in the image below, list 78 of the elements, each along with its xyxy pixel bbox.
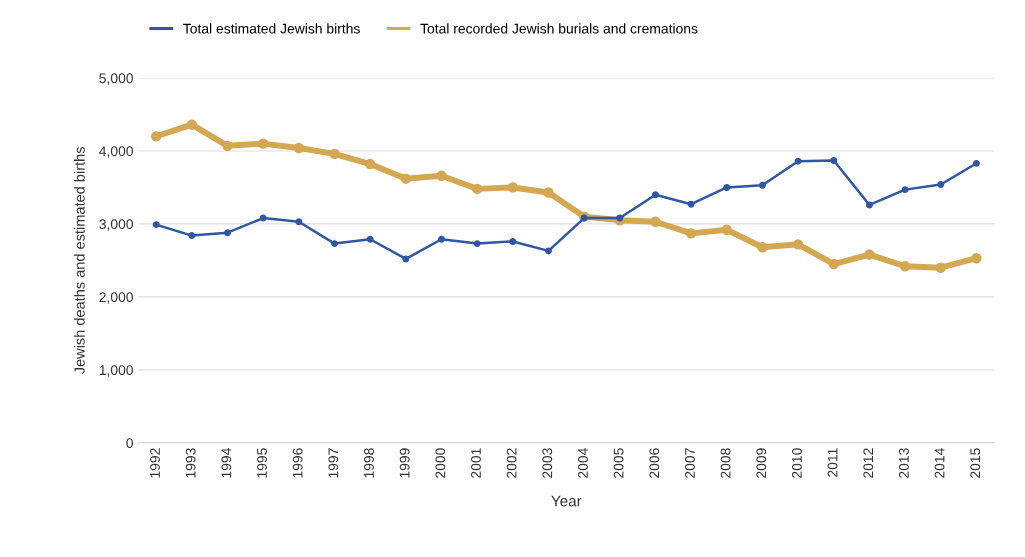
point (721, 224, 732, 235)
x-tick-label: 2010 (792, 448, 802, 478)
point (616, 214, 624, 222)
point (651, 191, 659, 199)
y-tick-label: 2,000 (99, 292, 133, 304)
point (295, 218, 303, 226)
point (685, 228, 697, 239)
point (758, 181, 766, 189)
x-tick-label: 2005 (613, 448, 624, 478)
x-tick-label: 1993 (185, 448, 196, 478)
x-tick-label: 1996 (292, 448, 303, 478)
point (543, 187, 554, 198)
point (972, 159, 980, 167)
x-tick-label: 1999 (399, 448, 410, 478)
y-tick-label: 1,000 (99, 365, 133, 377)
point (935, 262, 946, 273)
point (507, 182, 519, 193)
x-tick-label: 1995 (257, 448, 267, 478)
x-tick-label: 1997 (328, 448, 339, 478)
point (723, 183, 731, 191)
x-tick-label: 2014 (934, 448, 945, 478)
point (293, 142, 305, 154)
point (687, 200, 695, 208)
x-tick-label: 2008 (720, 448, 731, 478)
point (545, 247, 552, 255)
point (224, 229, 232, 237)
point (438, 235, 445, 243)
x-tick-label: 2003 (542, 448, 553, 478)
y-tick-label: 0 (126, 438, 133, 448)
point (971, 252, 982, 264)
x-tick-label: 2006 (649, 448, 660, 478)
point (436, 170, 447, 181)
point (471, 183, 483, 195)
point (402, 255, 410, 263)
x-tick-label: 2013 (898, 448, 909, 478)
x-tick-label: 2004 (578, 448, 588, 478)
point (329, 148, 340, 160)
point (937, 181, 945, 188)
point (828, 258, 839, 270)
x-tick-label: 2001 (471, 448, 481, 478)
legend-label: Total recorded Jewish burials and cremations (420, 23, 698, 34)
x-tick-label: 2011 (827, 448, 838, 477)
point (830, 156, 838, 164)
x-tick-label: 2009 (756, 448, 767, 478)
point (864, 249, 875, 260)
y-tick-label: 5,000 (99, 73, 133, 85)
x-tick-label: 2012 (863, 448, 874, 478)
x-tick-label: 2015 (970, 448, 981, 478)
point (400, 173, 412, 184)
x-tick-label: 2007 (685, 448, 695, 478)
y-axis-title: Jewish deaths and estimated births (74, 147, 85, 375)
x-tick-label: 1994 (221, 448, 232, 478)
legend-label: Total estimated Jewish births (183, 23, 360, 34)
point (473, 240, 481, 248)
x-tick-label: 2000 (435, 448, 446, 478)
point (364, 158, 376, 170)
point (794, 157, 802, 165)
point (899, 261, 911, 272)
y-tick-label: 3,000 (99, 219, 133, 231)
point (901, 186, 909, 194)
x-tick-label: 2002 (506, 448, 517, 478)
point (650, 216, 661, 227)
point (150, 131, 162, 142)
point (509, 237, 517, 245)
point (222, 140, 233, 152)
x-axis-title: Year (551, 495, 582, 507)
point (865, 201, 873, 209)
x-tick-label: 1992 (150, 448, 160, 478)
point (792, 239, 804, 250)
point (331, 240, 338, 248)
point (757, 242, 768, 253)
point (259, 214, 267, 222)
point (188, 232, 196, 240)
y-tick-label: 4,000 (99, 146, 133, 158)
point (152, 221, 160, 229)
point (366, 235, 374, 243)
point (186, 119, 198, 130)
x-tick-label: 1998 (364, 448, 374, 478)
